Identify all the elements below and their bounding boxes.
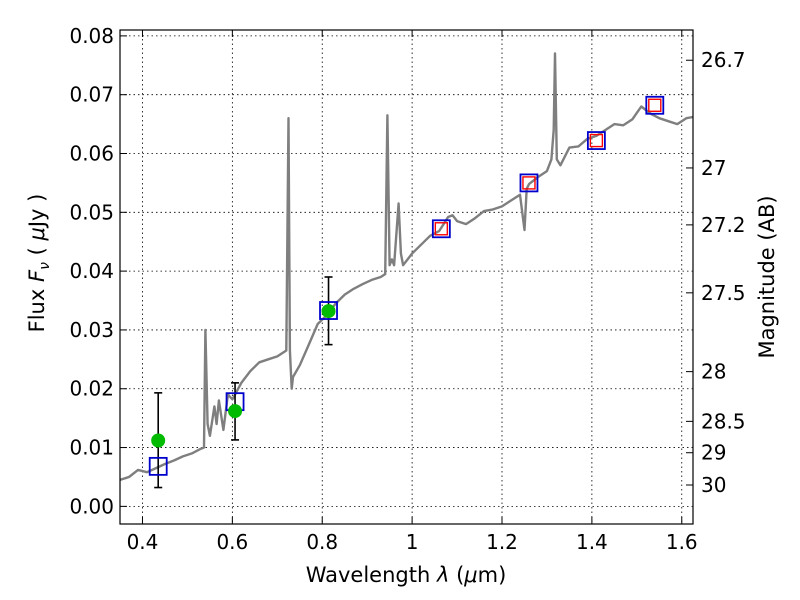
grid <box>120 30 693 524</box>
y-axis-title: Flux Fν ( μJy ) <box>25 194 53 333</box>
x-axis-title-prefix: Wavelength <box>306 563 431 587</box>
y-tick-label-0-03: 0.03 <box>69 318 114 342</box>
magnitude-axis-title: Magnitude (AB) <box>755 195 779 358</box>
x-axis-title: Wavelength λ (μm) <box>306 563 507 587</box>
x-tick-label-1: 1 <box>406 530 419 554</box>
magnitude-axis: 26.7 27 27.2 27.5 28 28.5 29 30 <box>686 48 746 497</box>
mag-tick-label-27-5: 27.5 <box>701 281 746 305</box>
model-band-marker-2 <box>319 301 338 320</box>
y-axis-title-prefix: Flux <box>25 289 49 333</box>
x-tick-label-1-4: 1.4 <box>576 530 608 554</box>
y-axis-title-open: ( <box>25 247 49 255</box>
observed-point-1 <box>228 404 243 419</box>
y-axis-title-unit: Jy <box>25 209 49 230</box>
model-band-inner-marker-5 <box>589 133 604 148</box>
x-tick-label-0-4: 0.4 <box>127 530 159 554</box>
model-band-inner-marker-6 <box>648 98 662 112</box>
y-tick-label-0-01: 0.01 <box>69 436 114 460</box>
x-tick-label-1-6: 1.6 <box>666 530 698 554</box>
x-tick-label-0-6: 0.6 <box>216 530 248 554</box>
mag-tick-label-27-2: 27.2 <box>701 213 746 237</box>
x-axis-title-mu: μ <box>463 563 477 587</box>
plot-frame <box>119 29 694 525</box>
model-band-markers <box>148 95 665 476</box>
y-axis-title-close: ) <box>25 194 49 202</box>
mag-tick-label-29: 29 <box>701 441 726 465</box>
model-band-marker-5 <box>586 131 606 150</box>
mag-tick-label-28-5: 28.5 <box>701 409 746 433</box>
y-tick-label-0: 0.00 <box>69 494 114 518</box>
model-band-marker-6 <box>645 95 665 115</box>
model-band-marker-3 <box>431 219 451 239</box>
mag-tick-label-30: 30 <box>701 473 726 497</box>
x-axis-title-var: λ <box>436 563 449 587</box>
spectrum-layer <box>119 52 694 482</box>
mag-tick-label-26-7: 26.7 <box>701 48 746 72</box>
mag-tick-label-28: 28 <box>701 360 726 384</box>
x-axis-title-unit: m) <box>478 563 507 587</box>
y-tick-label-0-05: 0.05 <box>69 200 114 224</box>
x-axis-title-open: ( <box>456 563 464 587</box>
y-axis-title-sub: ν <box>37 262 53 270</box>
y-tick-label-0-06: 0.06 <box>69 142 114 166</box>
spectrum-line <box>119 52 694 482</box>
y-tick-label-0-08: 0.08 <box>69 24 114 48</box>
y-tick-label-0-07: 0.07 <box>69 83 114 107</box>
x-axis: 0.4 0.6 0.8 1 1.2 1.4 1.6 <box>127 30 698 554</box>
y-axis-title-var: F <box>25 269 49 282</box>
model-band-marker-4 <box>519 173 539 193</box>
y-tick-label-0-02: 0.02 <box>69 377 114 401</box>
y-tick-label-0-04: 0.04 <box>69 259 114 283</box>
y-axis-title-mu: μ <box>25 227 49 241</box>
model-band-inner-marker-4 <box>522 176 536 190</box>
observed-point-2 <box>321 304 336 319</box>
observed-point-0 <box>151 433 166 448</box>
x-tick-label-1-2: 1.2 <box>486 530 518 554</box>
model-band-inner-marker-3 <box>434 222 449 236</box>
model-band-marker-0 <box>148 456 168 476</box>
observed-points <box>151 304 336 448</box>
x-tick-label-0-8: 0.8 <box>306 530 338 554</box>
y-axis: 0.00 0.01 0.02 0.03 0.04 0.05 0.06 0.07 0.08 <box>69 24 127 518</box>
mag-tick-label-27: 27 <box>701 156 726 180</box>
